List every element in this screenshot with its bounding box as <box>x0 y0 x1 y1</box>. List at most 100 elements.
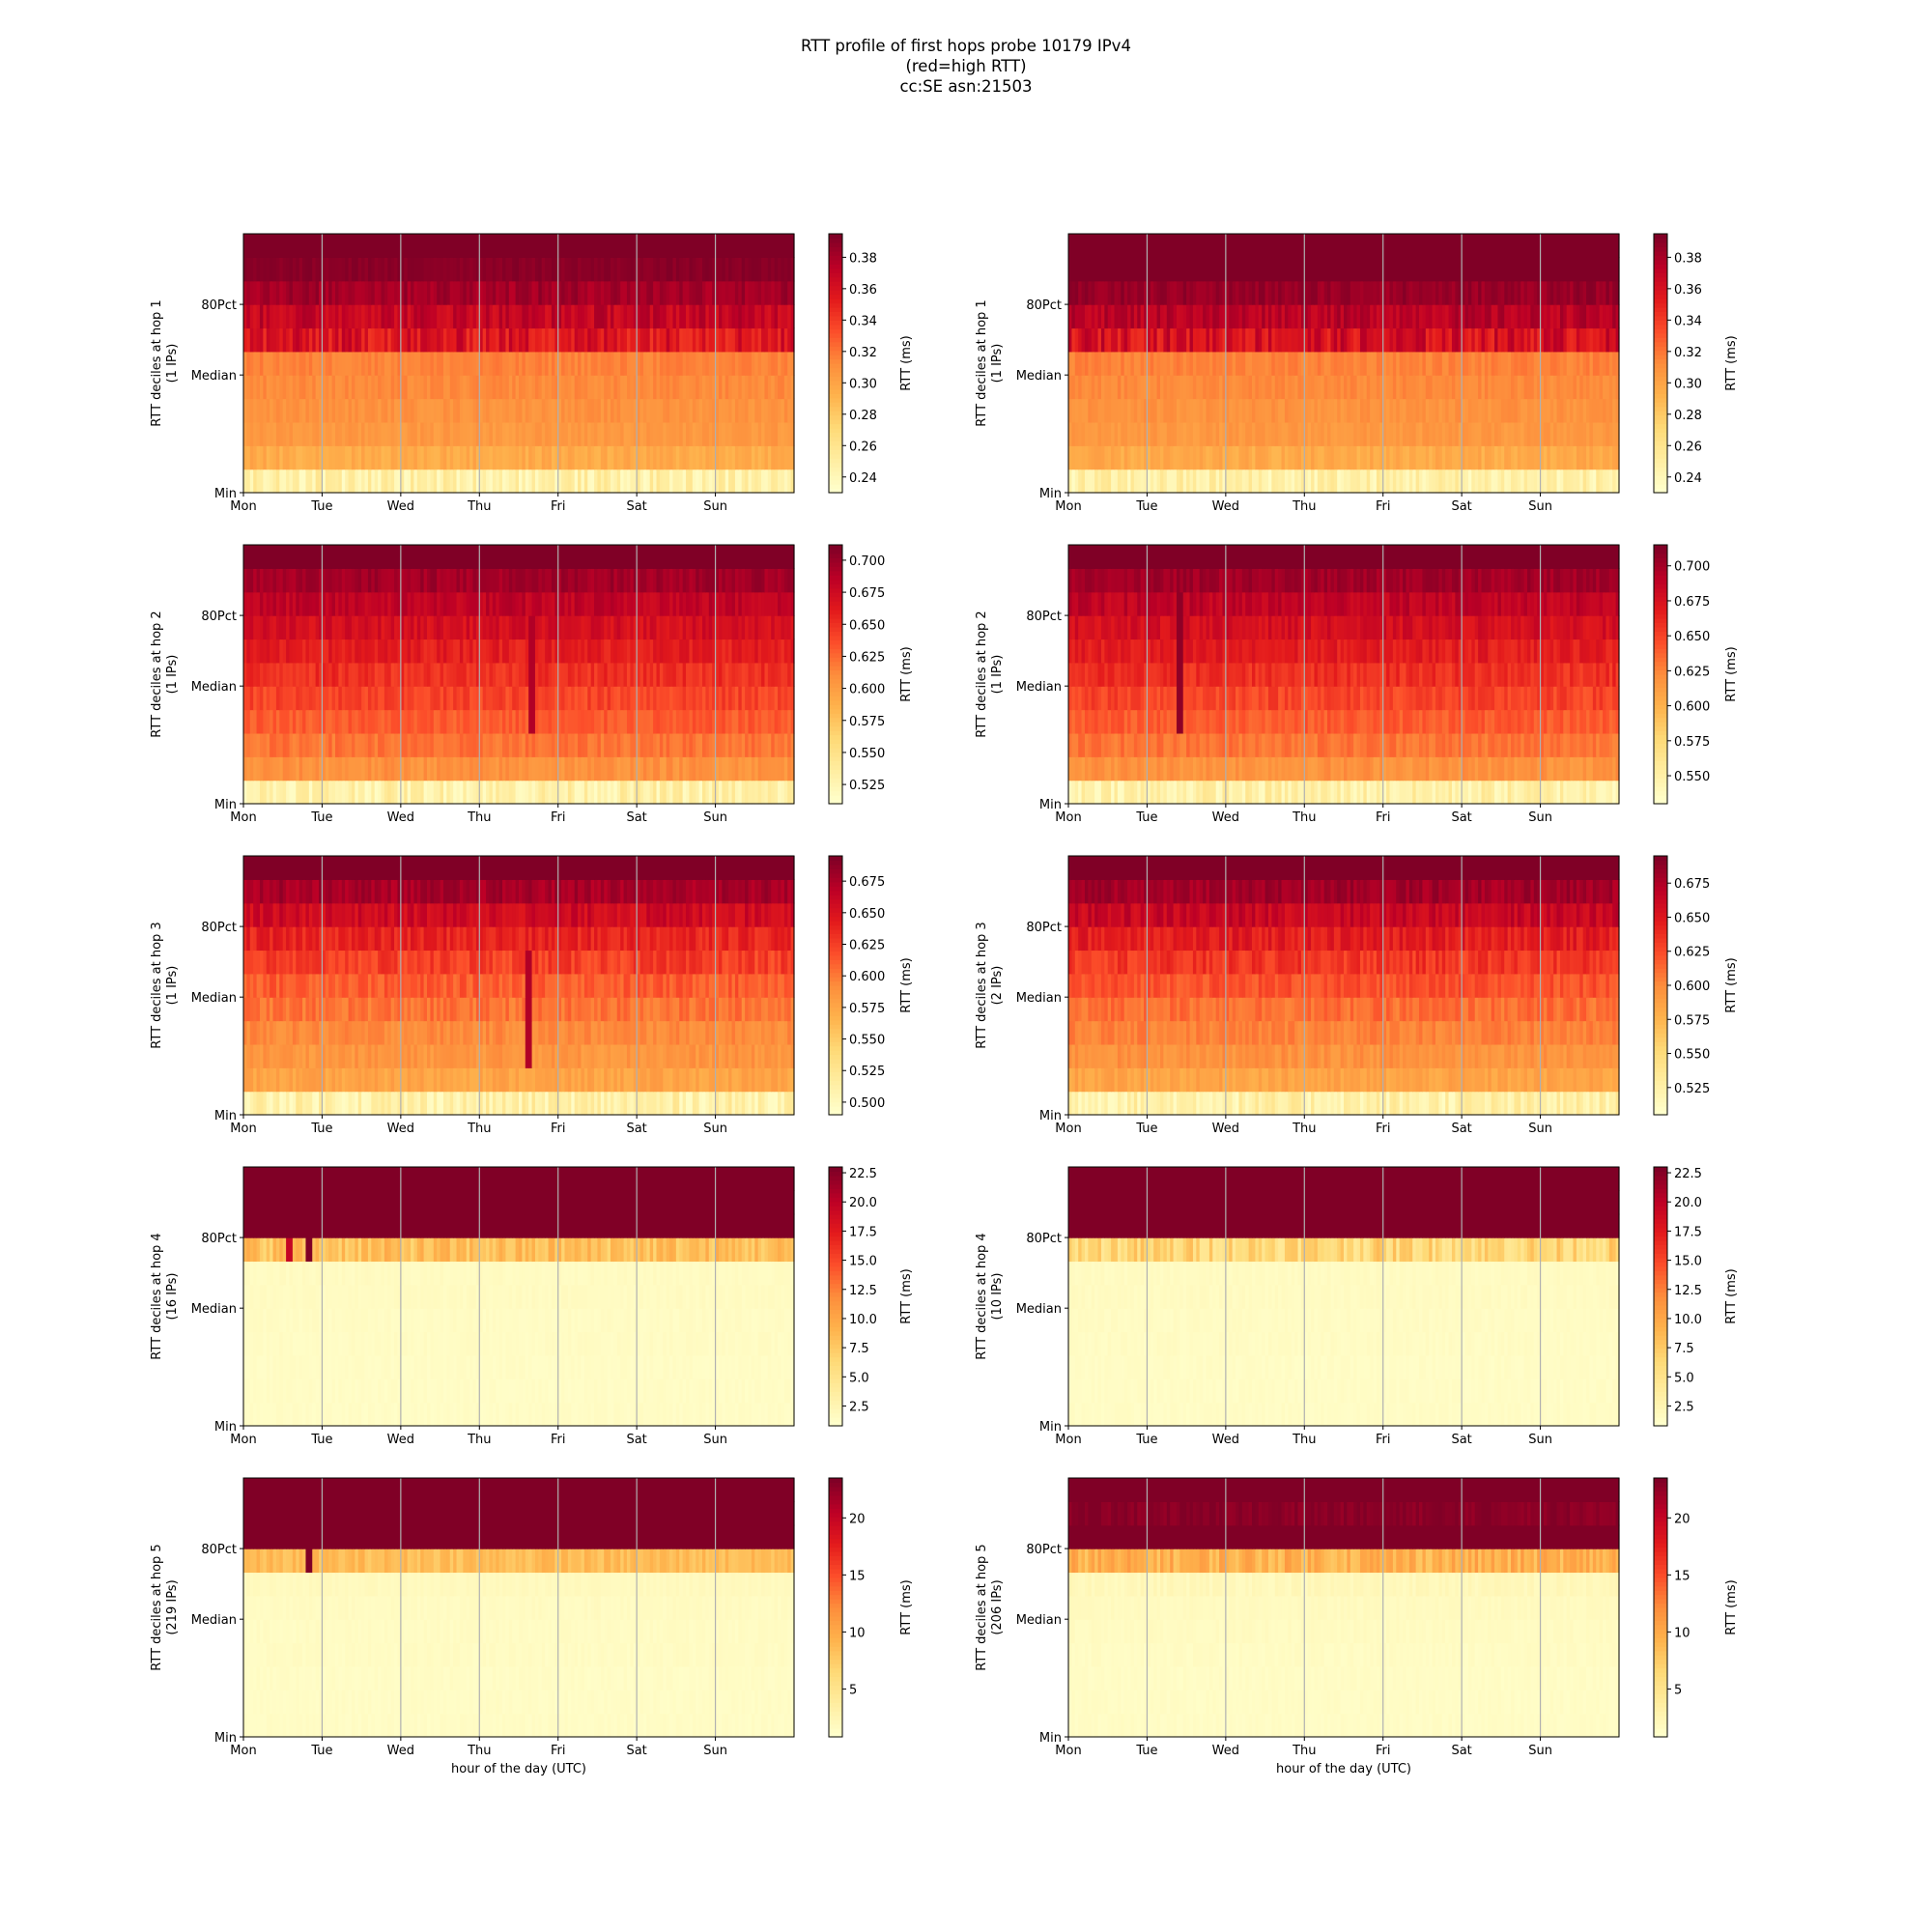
heat-cell <box>1278 234 1282 258</box>
heat-cell <box>705 422 709 446</box>
heat-cell <box>568 399 572 423</box>
heat-cell <box>1416 327 1420 352</box>
heat-cell <box>1118 422 1122 446</box>
heat-cell <box>672 663 676 687</box>
colorbar-segment <box>1654 419 1667 424</box>
heat-cell <box>1508 281 1512 305</box>
heat-cell <box>613 686 617 710</box>
heat-cell <box>443 327 447 352</box>
heat-cell <box>1567 445 1571 469</box>
x-tick-label: Sun <box>1528 499 1552 514</box>
heat-cell <box>270 663 273 687</box>
heat-cell <box>1429 375 1433 399</box>
colorbar-segment <box>1654 342 1667 347</box>
heat-cell <box>1600 234 1604 258</box>
heat-cell <box>375 756 379 781</box>
heat-cell <box>408 469 412 494</box>
heat-cell <box>1278 399 1282 423</box>
heat-cell <box>352 281 355 305</box>
colorbar-segment <box>829 328 842 333</box>
heat-cell <box>1209 327 1213 352</box>
heat-cell <box>1406 352 1409 376</box>
heat-cell <box>728 710 732 734</box>
heat-cell <box>384 756 388 781</box>
heat-cell <box>1600 469 1604 494</box>
heat-cell <box>1438 304 1442 328</box>
heat-cell <box>591 733 595 757</box>
heat-cell <box>752 445 755 469</box>
heat-cell <box>1544 327 1548 352</box>
heat-cell <box>1520 352 1524 376</box>
heat-cell <box>1292 304 1295 328</box>
heat-cell <box>1416 281 1420 305</box>
heat-cell <box>1567 281 1571 305</box>
colorbar-segment <box>829 272 842 277</box>
heat-cell <box>742 756 746 781</box>
heat-cell <box>316 639 320 663</box>
heat-cell <box>764 756 768 781</box>
colorbar-segment <box>1654 367 1667 372</box>
heat-cell <box>1485 399 1489 423</box>
colorbar-segment <box>1654 286 1667 291</box>
heat-cell <box>1485 352 1489 376</box>
heat-cell <box>1153 375 1157 399</box>
heat-cell <box>1347 375 1350 399</box>
heat-cell <box>522 399 526 423</box>
heat-cell <box>764 304 768 328</box>
colorbar-segment <box>829 411 842 415</box>
heat-cell <box>775 281 779 305</box>
heat-cell <box>545 352 549 376</box>
heat-cell <box>499 663 503 687</box>
heat-cell <box>728 422 732 446</box>
heat-cell <box>719 352 723 376</box>
heat-cell <box>650 445 654 469</box>
heat-cell <box>591 469 595 494</box>
heat-cell <box>1589 422 1593 446</box>
heat-cell <box>1118 469 1122 494</box>
heat-cell <box>728 733 732 757</box>
heat-cell <box>696 781 699 805</box>
heat-cell <box>1475 327 1479 352</box>
heat-cell <box>1153 352 1157 376</box>
heat-cell <box>1553 422 1557 446</box>
heat-cell <box>420 686 424 710</box>
heat-cell <box>260 686 264 710</box>
heat-cell <box>352 375 355 399</box>
heat-cell <box>604 304 608 328</box>
heat-cell <box>764 281 768 305</box>
heat-cell <box>1589 304 1593 328</box>
heat-cell <box>467 281 470 305</box>
heat-cell <box>467 304 470 328</box>
heat-cell <box>1485 445 1489 469</box>
heat-cell <box>1278 445 1282 469</box>
heat-cell <box>1589 327 1593 352</box>
colorbar-segment <box>829 333 842 338</box>
heat-cell <box>752 756 755 781</box>
heat-cell <box>1577 399 1580 423</box>
heat-cell <box>581 399 584 423</box>
heat-cell <box>489 422 493 446</box>
colorbar-segment <box>1654 411 1667 415</box>
heat-cell <box>1141 352 1145 376</box>
heat-cell <box>408 281 412 305</box>
heat-cell <box>467 781 470 805</box>
colorbar-segment <box>1654 458 1667 463</box>
colorbar-segment <box>829 407 842 412</box>
heat-cell <box>1108 304 1112 328</box>
heat-cell <box>1508 327 1512 352</box>
colorbar-segment <box>1654 255 1667 260</box>
heat-cell <box>499 352 503 376</box>
heat-cell <box>650 710 654 734</box>
heat-cell <box>1567 304 1571 328</box>
heat-cell <box>752 304 755 328</box>
colorbar-segment <box>829 307 842 312</box>
heat-cell <box>705 399 709 423</box>
heat-cell <box>604 281 608 305</box>
heat-cell <box>660 281 664 305</box>
heat-cell <box>443 445 447 469</box>
x-tick-label: Fri <box>551 499 566 514</box>
heat-cell <box>338 304 342 328</box>
y-tick-label: Median <box>191 369 237 384</box>
heat-cell <box>1324 445 1328 469</box>
heat-cell <box>384 399 388 423</box>
